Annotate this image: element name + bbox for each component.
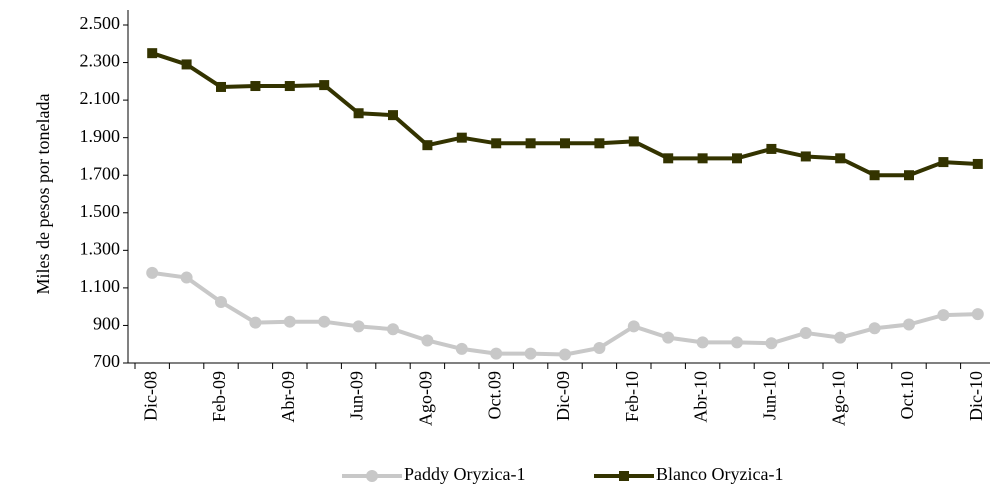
data-point — [559, 348, 571, 361]
x-tick-label: Ago-09 — [416, 371, 436, 426]
x-tick-label: Feb-09 — [209, 371, 229, 422]
data-point — [250, 81, 261, 92]
data-point — [697, 153, 708, 164]
x-tick-label: Abr-09 — [278, 371, 298, 423]
data-point — [283, 315, 296, 328]
data-point — [146, 266, 159, 279]
data-point — [284, 81, 295, 92]
y-tick-label: 1.300 — [80, 238, 121, 258]
data-point — [799, 326, 812, 339]
x-tick-label: Dic-08 — [140, 371, 160, 421]
x-tick-label: Dic-09 — [553, 371, 573, 421]
data-point — [216, 81, 226, 92]
x-tick-label: Oct.10 — [897, 371, 917, 420]
x-tick-label: Oct.09 — [484, 371, 504, 420]
data-point — [696, 336, 709, 349]
x-tick-label: Abr-10 — [691, 371, 711, 423]
data-point — [387, 323, 399, 336]
data-point — [319, 80, 330, 91]
data-point — [147, 48, 158, 59]
x-tick-label: Dic-10 — [966, 371, 986, 421]
data-point — [732, 153, 742, 164]
data-point — [490, 347, 503, 360]
legend-marker — [619, 471, 629, 481]
y-tick-label: 1.700 — [80, 163, 121, 183]
data-point — [937, 309, 950, 322]
data-point — [594, 138, 605, 149]
data-point — [627, 320, 640, 333]
legend-marker — [366, 470, 378, 482]
data-point — [525, 138, 536, 149]
series-line — [151, 51, 978, 178]
data-point — [663, 153, 674, 164]
legend-label: Blanco Oryzica-1 — [656, 464, 783, 484]
data-point — [731, 336, 743, 349]
data-point — [835, 153, 846, 164]
data-point — [628, 136, 639, 147]
data-point — [765, 337, 778, 350]
data-point — [868, 322, 881, 335]
data-point — [834, 331, 847, 344]
y-tick-label: 1.500 — [80, 201, 121, 221]
x-tick-label: Jun-09 — [347, 371, 367, 420]
x-tick-label: Jun-10 — [760, 371, 780, 420]
data-point — [353, 108, 364, 119]
data-point — [904, 170, 914, 181]
data-point — [455, 342, 468, 355]
y-axis-title: Miles de pesos por tonelada — [33, 94, 53, 295]
y-tick-label: 900 — [93, 314, 120, 334]
data-point — [903, 318, 915, 331]
x-tick-label: Ago-10 — [828, 371, 848, 426]
x-tick-label: Feb-10 — [622, 371, 642, 422]
data-point — [421, 334, 434, 347]
data-point — [352, 320, 365, 333]
data-point — [491, 138, 502, 149]
data-point — [869, 170, 880, 181]
data-point — [456, 132, 467, 143]
data-point — [249, 316, 262, 329]
data-point — [938, 157, 949, 168]
legend-label: Paddy Oryzica-1 — [404, 464, 525, 484]
data-point — [971, 308, 984, 321]
data-point — [593, 341, 606, 354]
y-tick-label: 700 — [93, 351, 120, 371]
data-point — [180, 271, 193, 284]
data-point — [766, 143, 777, 154]
data-point — [800, 151, 811, 162]
data-point — [560, 138, 570, 149]
y-tick-label: 2.100 — [80, 88, 121, 108]
y-tick-label: 2.300 — [80, 51, 121, 71]
y-tick-label: 2.500 — [80, 13, 121, 33]
data-point — [972, 158, 983, 169]
data-point — [662, 331, 675, 344]
data-point — [318, 315, 331, 328]
data-point — [388, 110, 398, 121]
y-tick-label: 1.100 — [80, 276, 121, 296]
data-point — [524, 347, 537, 360]
y-tick-label: 1.900 — [80, 126, 121, 146]
data-point — [215, 295, 227, 308]
series-line — [151, 270, 978, 357]
data-point — [422, 140, 433, 151]
data-point — [181, 59, 192, 70]
